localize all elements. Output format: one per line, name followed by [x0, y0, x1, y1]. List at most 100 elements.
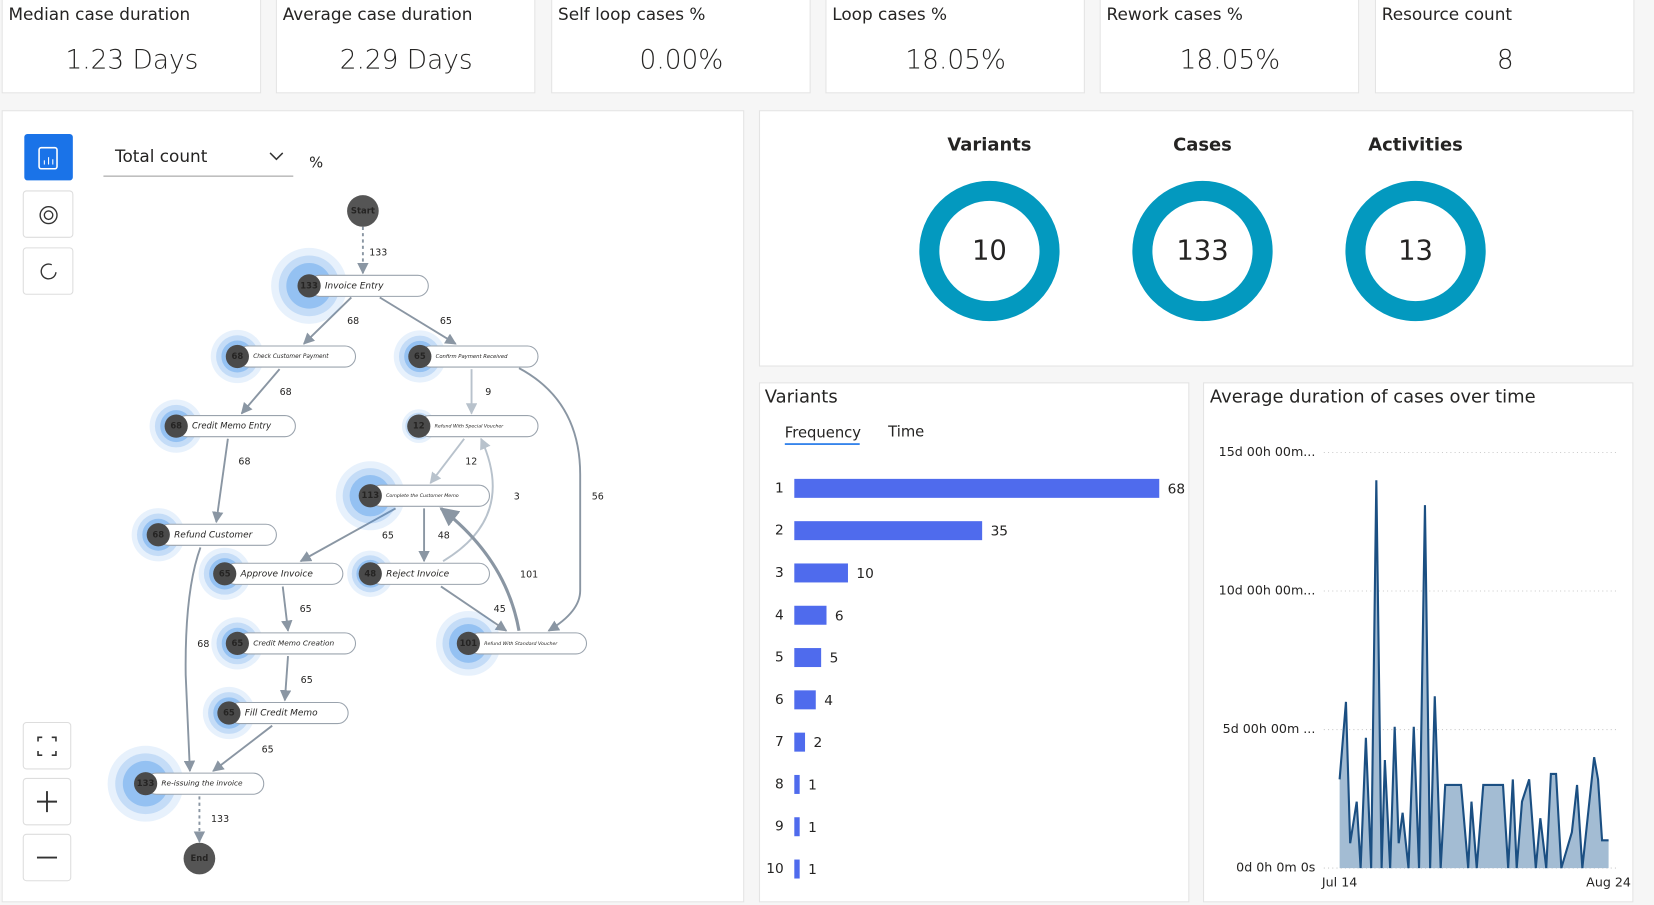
node-count: 68: [170, 421, 182, 431]
dropdown-chevron[interactable]: [269, 152, 284, 161]
kpi-value: 8: [1497, 46, 1514, 76]
time-tab[interactable]: Time: [887, 423, 924, 440]
summary-value: 133: [1176, 236, 1228, 267]
edge-count: 68: [347, 316, 359, 327]
duration-title: Average duration of cases over time: [1210, 387, 1536, 408]
edge-count: 65: [382, 530, 394, 541]
kpi-label: Median case duration: [8, 4, 190, 24]
metric-dropdown[interactable]: Total count: [114, 146, 208, 166]
edge: [281, 586, 293, 632]
edge: [442, 437, 494, 562]
node-label: Confirm Payment Received: [436, 354, 508, 360]
kpi-card: [551, 0, 811, 94]
node-count-badge: [213, 562, 237, 586]
node-label: Credit Memo Entry: [192, 421, 272, 431]
refresh-button[interactable]: [22, 247, 74, 295]
edge: [440, 585, 508, 632]
clipboard-icon: [38, 146, 58, 170]
x-tick-label: Jul 14: [1321, 874, 1357, 889]
donut-ring: [1345, 180, 1486, 322]
y-tick-label: 10d 00h 00m...: [1219, 583, 1316, 598]
bar-category: 10: [766, 861, 783, 877]
node-count: 133: [137, 778, 155, 788]
node-count: 101: [460, 638, 478, 648]
edge: [518, 367, 582, 632]
y-tick-label: 5d 00h 00m ...: [1223, 721, 1316, 736]
edge: [279, 656, 292, 702]
bar-value: 1: [808, 862, 817, 878]
edge: [212, 438, 229, 524]
frequency-tab[interactable]: Frequency: [785, 425, 861, 442]
y-tick-label: 15d 00h 00m...: [1219, 444, 1316, 459]
terminal-node: [183, 842, 216, 875]
node-count-badge: [225, 631, 249, 656]
bar-value: 4: [824, 693, 833, 709]
node-count: 133: [300, 280, 318, 290]
summary-value: 13: [1398, 236, 1433, 267]
bar-value: 35: [991, 524, 1008, 540]
y-tick-label: 0d 0h 0m 0s: [1236, 860, 1315, 875]
edge-count: 65: [300, 604, 312, 615]
node-label: Refund With Standard Voucher: [484, 641, 558, 647]
bar: [794, 648, 822, 668]
bar: [794, 817, 800, 837]
node-count: 65: [219, 568, 231, 578]
target-icon: [39, 206, 58, 225]
edge: [303, 296, 352, 345]
node-count: 65: [414, 351, 426, 361]
node-label: Re-issuing the invoice: [161, 779, 243, 788]
kpi-label: Rework cases %: [1107, 4, 1243, 24]
edge-count: 65: [262, 744, 274, 755]
node-label: Refund With Special Voucher: [435, 424, 505, 430]
bar-category: 4: [775, 607, 784, 623]
node-count-badge: [225, 344, 249, 369]
bar-value: 1: [808, 820, 817, 836]
edge: [439, 507, 521, 632]
edge-count: 65: [440, 316, 452, 327]
kpi-value: 18.05%: [905, 46, 1006, 76]
edge-count: 45: [494, 604, 506, 615]
summary-label: Variants: [947, 135, 1031, 156]
bar: [794, 478, 1160, 498]
fit-button[interactable]: [22, 721, 72, 770]
target-button[interactable]: [22, 190, 74, 238]
bar-category: 1: [775, 480, 784, 496]
edge: [240, 368, 281, 415]
donut-ring: [919, 180, 1060, 322]
duration-panel: [1203, 382, 1634, 903]
edge: [183, 547, 202, 773]
node-count-badge: [358, 484, 382, 508]
bar-category: 8: [775, 776, 784, 792]
plus-icon: [36, 791, 58, 813]
bar-category: 7: [775, 734, 784, 750]
bar-value: 10: [856, 566, 873, 582]
edge-count: 9: [485, 387, 491, 398]
bar-value: 1: [808, 777, 817, 793]
x-tick-label: Aug 24: [1586, 874, 1631, 889]
kpi-label: Resource count: [1382, 4, 1513, 24]
bar-value: 2: [813, 735, 822, 751]
summary-label: Activities: [1368, 135, 1463, 156]
kpi-value: 0.00%: [640, 46, 724, 76]
terminal-label: Start: [351, 205, 375, 215]
kpi-label: Loop cases %: [832, 4, 947, 24]
bar-value: 68: [1168, 481, 1185, 497]
node-label: Credit Memo Creation: [253, 638, 334, 647]
bar: [794, 521, 983, 541]
edge-count: 65: [301, 675, 313, 686]
refresh-icon: [40, 263, 57, 280]
bar-value: 5: [830, 651, 839, 667]
node-count: 113: [361, 490, 379, 500]
node-count-badge: [407, 414, 431, 438]
kpi-card: [1, 0, 262, 94]
kpi-value: 18.05%: [1180, 46, 1281, 76]
bar-category: 3: [775, 565, 784, 581]
fit-icon: [37, 736, 57, 757]
percent-toggle[interactable]: %: [309, 154, 323, 171]
edge-count: 68: [238, 456, 250, 467]
area: [1339, 480, 1609, 869]
node-count: 65: [232, 638, 244, 648]
bar: [794, 563, 848, 583]
node-count-badge: [297, 274, 321, 298]
node-count: 48: [364, 568, 376, 578]
